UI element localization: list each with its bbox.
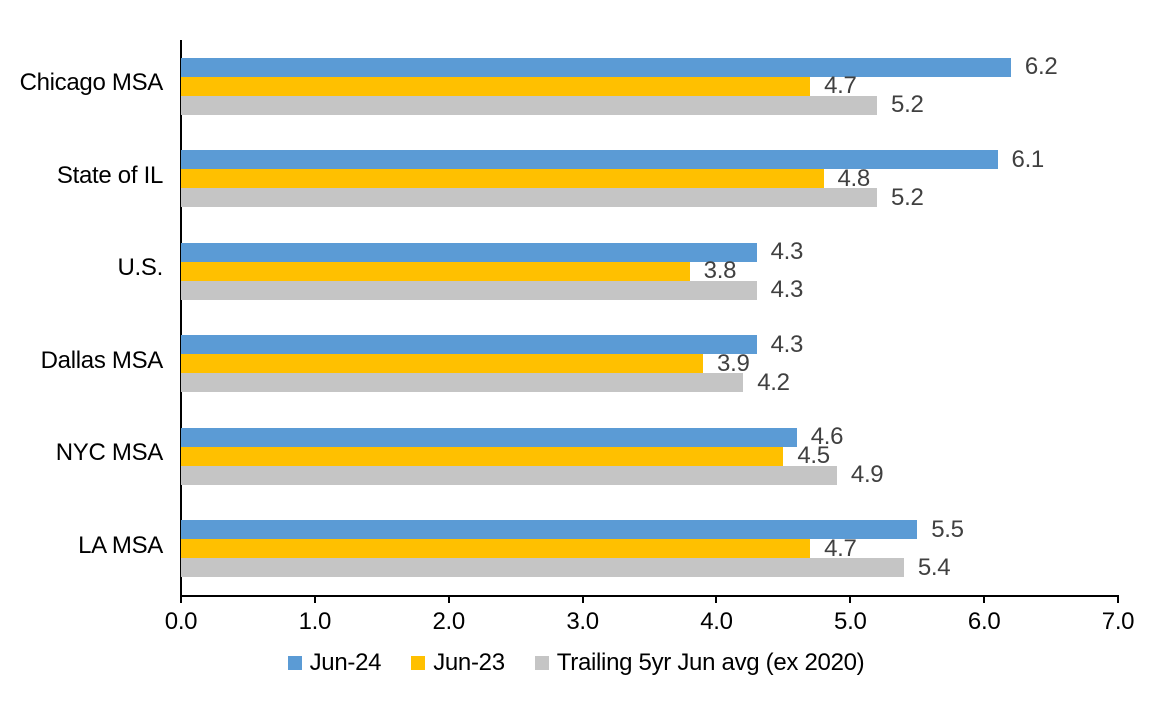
category-label: U.S. (117, 254, 164, 282)
bar-jun-24 (181, 427, 797, 447)
bar-trailing-5yr-jun-avg-ex-2020- (181, 280, 757, 300)
legend-item: Jun-24 (287, 649, 382, 677)
legend-item: Jun-23 (411, 649, 505, 677)
value-label: 4.7 (824, 534, 857, 562)
x-axis-tick (1117, 597, 1119, 603)
value-label: 4.2 (757, 368, 790, 396)
category-label: NYC MSA (55, 439, 164, 467)
x-axis-tick-label: 0.0 (164, 608, 198, 635)
legend-swatch-icon (534, 656, 549, 670)
bar-jun-23 (181, 446, 784, 466)
x-axis-tick (715, 597, 718, 603)
value-label: 3.9 (717, 349, 750, 377)
bar-trailing-5yr-jun-avg-ex-2020- (181, 188, 878, 208)
legend-label: Jun-24 (309, 649, 382, 676)
value-label: 4.7 (824, 72, 857, 100)
category-label: LA MSA (78, 531, 163, 559)
bar-jun-24 (181, 150, 998, 170)
value-label: 4.6 (810, 423, 844, 451)
bar-trailing-5yr-jun-avg-ex-2020- (181, 373, 744, 393)
legend-label: Jun-23 (433, 649, 505, 676)
y-axis-line (180, 40, 182, 597)
value-label: 4.3 (770, 276, 804, 304)
x-axis-tick-label: 4.0 (700, 608, 733, 635)
x-axis-line (180, 595, 1119, 597)
legend: Jun-24 Jun-23 Trailing 5yr Jun avg (ex 202… (0, 648, 1152, 678)
legend-swatch-icon (411, 656, 426, 670)
category-label: Dallas MSA (40, 346, 164, 374)
legend-item: Trailing 5yr Jun avg (ex 2020) (534, 649, 865, 677)
value-label: 6.1 (1011, 145, 1045, 173)
bar-jun-23 (181, 169, 824, 189)
x-axis-tick (447, 597, 450, 603)
x-axis-tick (180, 597, 182, 603)
value-label: 5.5 (931, 515, 964, 543)
value-label: 4.3 (770, 330, 804, 358)
value-label: 3.8 (703, 257, 737, 285)
bar-trailing-5yr-jun-avg-ex-2020- (181, 558, 904, 578)
x-axis-tick (313, 597, 316, 603)
x-axis-tick-label: 1.0 (298, 608, 332, 635)
x-axis-tick (581, 597, 584, 603)
bar-jun-23 (181, 354, 704, 374)
bar-jun-23 (181, 76, 811, 96)
x-axis-tick-label: 3.0 (566, 608, 599, 635)
value-label: 5.4 (917, 553, 951, 581)
bar-jun-24 (181, 242, 757, 262)
x-axis-tick-label: 6.0 (967, 608, 1001, 635)
bar-jun-23 (181, 261, 690, 281)
bar-jun-24 (181, 335, 757, 355)
x-axis-tick-label: 5.0 (834, 608, 867, 635)
category-label: State of IL (56, 161, 163, 189)
category-label: Chicago MSA (19, 69, 164, 97)
x-axis-tick (983, 597, 986, 603)
value-label: 4.8 (837, 164, 871, 192)
value-label: 4.9 (850, 461, 884, 489)
bar-trailing-5yr-jun-avg-ex-2020- (181, 95, 878, 115)
bar-jun-24 (181, 520, 918, 540)
bar-jun-24 (181, 57, 1011, 77)
value-label: 6.2 (1024, 53, 1058, 81)
bar-trailing-5yr-jun-avg-ex-2020- (181, 465, 837, 485)
x-axis-tick-label: 2.0 (432, 608, 465, 635)
legend-swatch-icon (287, 656, 302, 670)
value-label: 5.2 (891, 91, 924, 119)
value-label: 4.3 (770, 238, 804, 266)
value-label: 4.5 (797, 442, 830, 470)
legend-label: Trailing 5yr Jun avg (ex 2020) (556, 649, 865, 676)
value-label: 5.2 (891, 183, 924, 211)
x-axis-tick (849, 597, 852, 603)
bar-jun-23 (181, 539, 811, 559)
x-axis-tick-label: 7.0 (1101, 608, 1135, 635)
